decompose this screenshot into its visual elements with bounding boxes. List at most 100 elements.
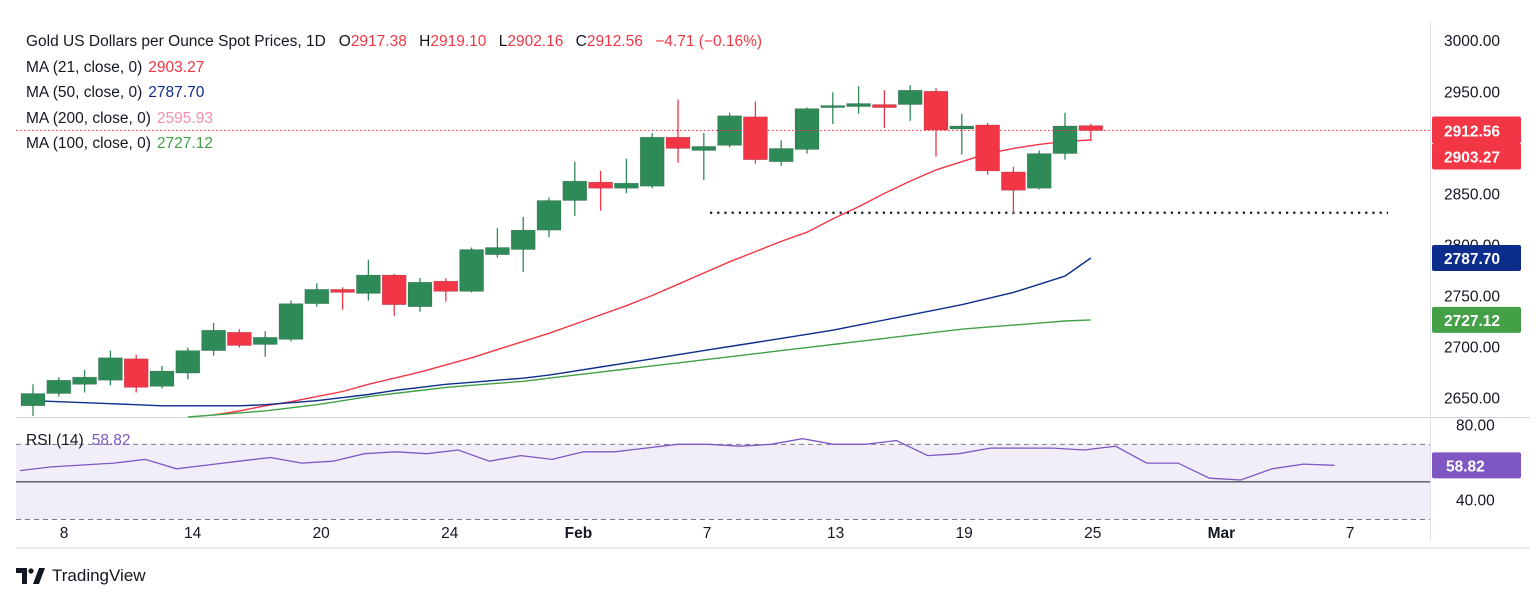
candle-body xyxy=(330,289,355,293)
candle-body xyxy=(1001,171,1026,191)
candle-body xyxy=(949,125,975,130)
candle-body xyxy=(691,146,717,151)
candle xyxy=(20,384,46,416)
candle-body xyxy=(20,393,46,407)
candle xyxy=(149,365,175,389)
legend-ma100-value: 2727.12 xyxy=(156,135,213,152)
legend-ma21-value: 2903.27 xyxy=(148,58,205,76)
legend-ma100-label: MA (100, close, 0) xyxy=(26,135,151,152)
price-tick-label: 2700.00 xyxy=(1444,340,1500,357)
legend: Gold US Dollars per Ounce Spot Prices, 1… xyxy=(26,29,766,157)
ma-price-label: 2903.27 xyxy=(1444,150,1500,167)
candle-body xyxy=(175,350,201,374)
ma-price-label: 2787.70 xyxy=(1444,251,1500,268)
interval-label: 1D xyxy=(306,33,326,50)
legend-ma21[interactable]: MA (21, close, 0) 2903.27 xyxy=(26,55,766,81)
candle xyxy=(1052,112,1078,160)
candle xyxy=(46,377,72,397)
change-value: −4.71 (−0.16%) xyxy=(655,33,763,50)
candle xyxy=(820,92,846,124)
candle-body xyxy=(46,379,72,394)
ma-price-label: 2727.12 xyxy=(1444,313,1500,330)
candle-body xyxy=(407,281,433,308)
candle-body xyxy=(717,115,742,146)
legend-ma100[interactable]: MA (100, close, 0) 2727.12 xyxy=(26,131,766,157)
legend-ma50[interactable]: MA (50, close, 0) 2787.70 xyxy=(26,80,766,106)
candle xyxy=(949,113,975,155)
legend-ma200-value: 2595.93 xyxy=(156,109,213,127)
candle xyxy=(639,133,665,189)
rsi-tick-label: 40.00 xyxy=(1456,493,1495,510)
candle xyxy=(175,347,201,380)
legend-ma50-value: 2787.70 xyxy=(148,84,205,101)
candle xyxy=(304,283,330,307)
candle xyxy=(1001,166,1026,213)
candle xyxy=(330,287,355,310)
candle xyxy=(1026,150,1052,190)
candle-body xyxy=(252,337,278,345)
time-tick-label: 8 xyxy=(60,525,69,542)
ma-line-1 xyxy=(32,257,1092,407)
candle xyxy=(562,161,588,216)
candle-body xyxy=(536,200,562,231)
candle xyxy=(459,247,484,293)
candle-body xyxy=(872,104,897,108)
ma-price-badge xyxy=(1432,245,1521,272)
candle-body xyxy=(614,182,639,189)
time-tick-label: 25 xyxy=(1084,525,1101,542)
open-label: O xyxy=(338,33,351,50)
candle xyxy=(98,350,123,386)
candle xyxy=(227,329,252,348)
candle xyxy=(768,140,794,166)
candle xyxy=(614,158,639,194)
price-tick-label: 3000.00 xyxy=(1444,33,1500,50)
candle xyxy=(72,370,97,393)
ma-line-0 xyxy=(213,139,1091,416)
candle xyxy=(691,133,717,181)
legend-ma21-label: MA (21, close, 0) xyxy=(26,58,143,76)
candle xyxy=(510,216,536,273)
legend-ma200-label: MA (200, close, 0) xyxy=(26,109,151,127)
price-tick-label: 2650.00 xyxy=(1444,391,1500,408)
candle-body xyxy=(562,180,588,201)
candle-body xyxy=(433,280,459,292)
candle-body xyxy=(356,274,381,294)
tradingview-logo-icon xyxy=(16,568,45,584)
ma-line-2 xyxy=(187,319,1091,418)
candle xyxy=(1078,123,1104,142)
candle-body xyxy=(820,105,846,108)
legend-ma200[interactable]: MA (200, close, 0) 2595.93 xyxy=(26,106,766,132)
candle xyxy=(975,122,1000,175)
close-value: 2912.56 xyxy=(586,33,643,50)
rsi-last-value-badge xyxy=(1432,452,1521,479)
tradingview-logo[interactable]: TradingView xyxy=(16,566,146,586)
candle xyxy=(846,86,871,114)
rsi-line xyxy=(19,438,1335,481)
candle-body xyxy=(923,90,949,131)
candle xyxy=(252,331,278,357)
high-value: 2919.10 xyxy=(430,33,487,50)
low-value: 2902.16 xyxy=(507,33,564,50)
price-tick-label: 2750.00 xyxy=(1444,289,1500,306)
candle-body xyxy=(510,229,536,250)
time-tick-label: 14 xyxy=(184,525,202,542)
candle-body xyxy=(72,376,97,385)
candle xyxy=(123,354,149,393)
candle-body xyxy=(227,331,252,346)
time-tick-label: Feb xyxy=(565,525,593,542)
legend-ma50-label: MA (50, close, 0) xyxy=(26,84,143,101)
time-tick-label: 20 xyxy=(313,525,331,542)
candle xyxy=(485,228,510,258)
time-tick-label: 19 xyxy=(956,525,973,542)
last-price-label: 2912.56 xyxy=(1444,124,1500,141)
candle xyxy=(536,197,562,238)
time-tick-label: Mar xyxy=(1208,525,1236,542)
price-tick-label: 2850.00 xyxy=(1444,186,1500,203)
candle xyxy=(356,259,381,301)
candle xyxy=(588,170,613,211)
symbol-title: Gold US Dollars per Ounce Spot Prices xyxy=(26,33,298,50)
rsi-legend[interactable]: RSI (14) 58.82 xyxy=(26,432,131,450)
candle xyxy=(381,274,407,316)
candle xyxy=(872,90,897,129)
